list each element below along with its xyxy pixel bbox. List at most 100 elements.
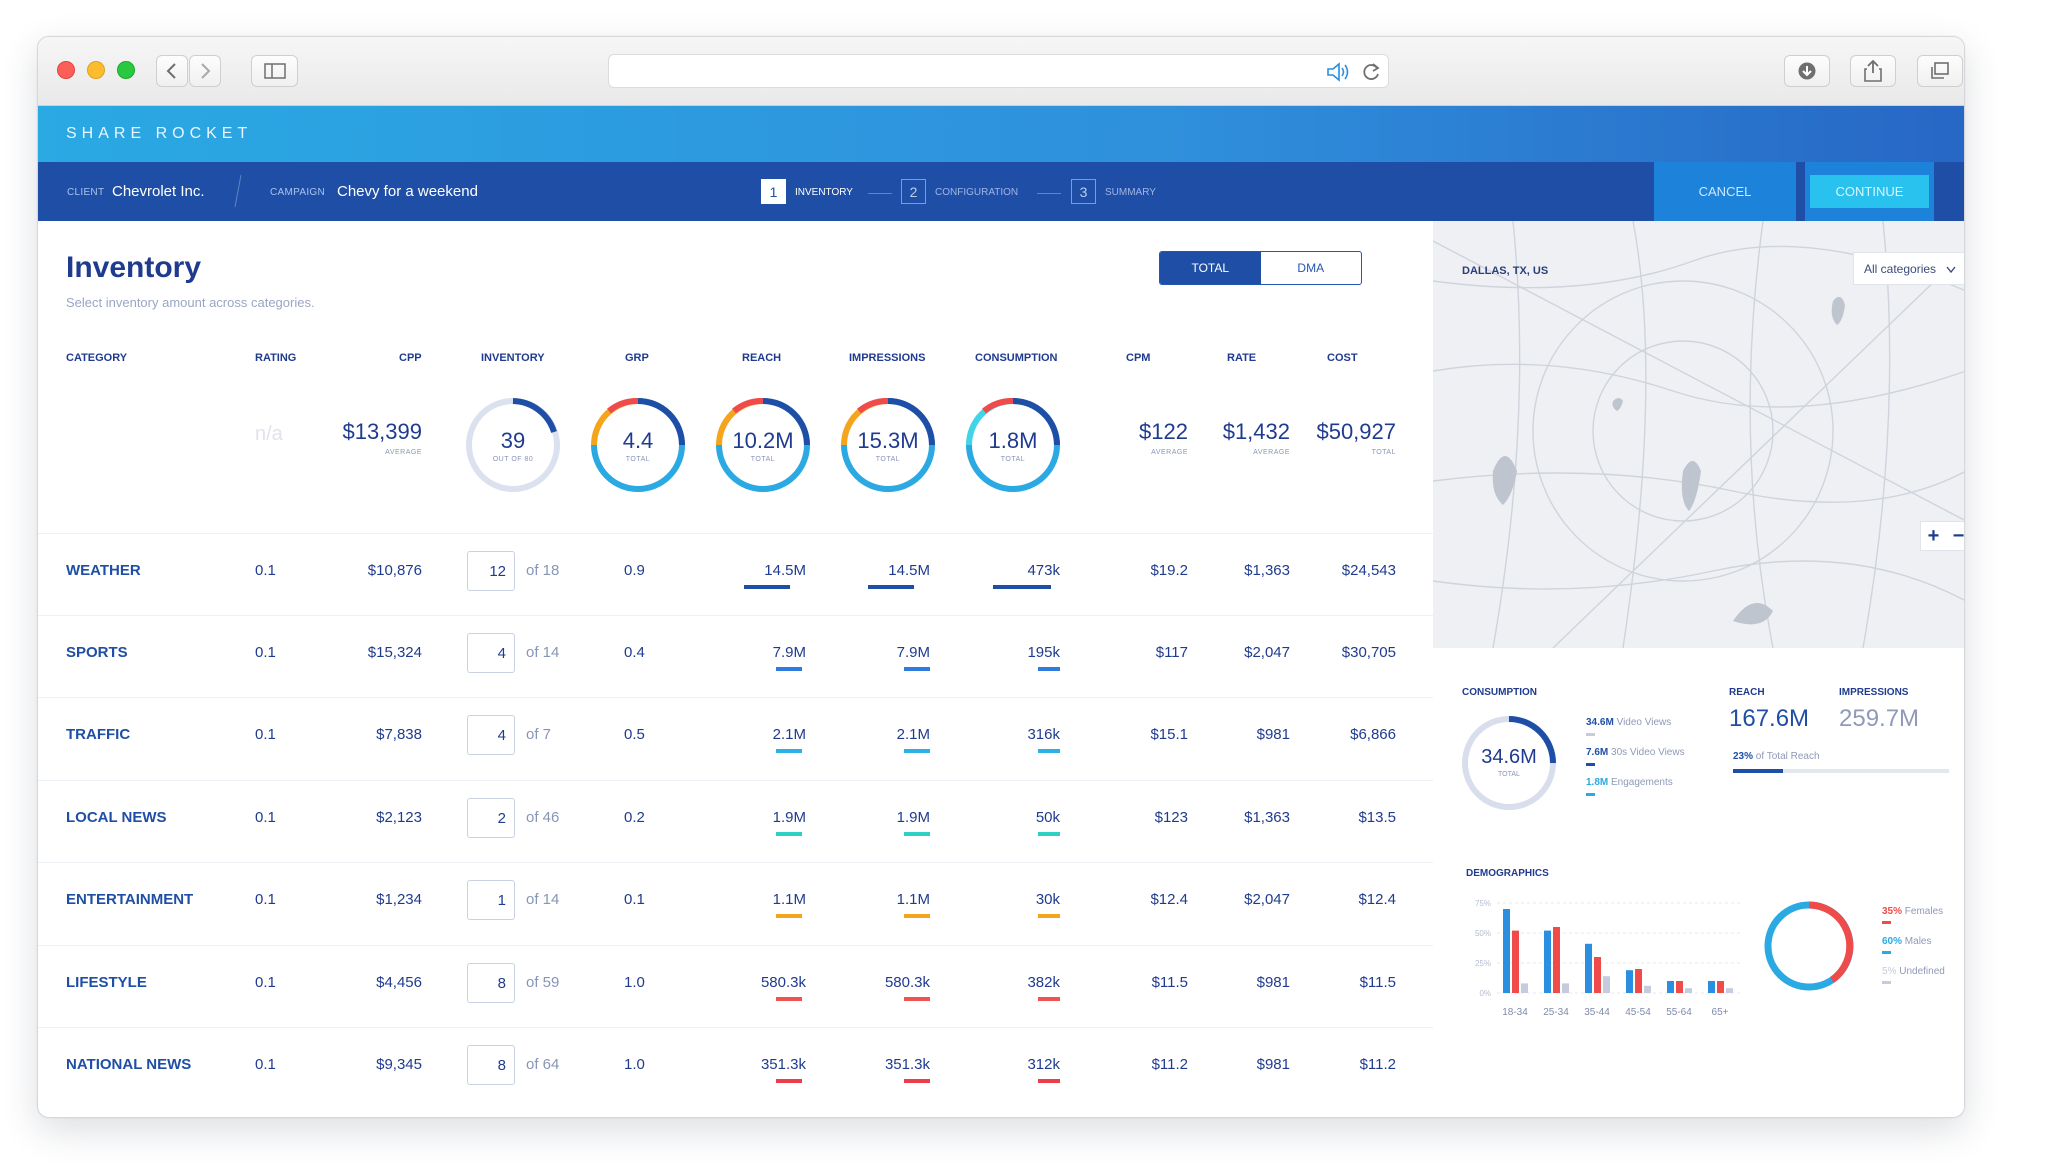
header-cpp[interactable]: CPP	[399, 352, 422, 364]
legend-engagements: 1.8M Engagements	[1586, 777, 1673, 788]
table-row[interactable]: WEATHER 0.1 $10,876 0.9 14.5M 14.5M 473k $19.2 $…	[38, 533, 1433, 609]
dallas-map[interactable]: DALLAS, TX, US All categories + −	[1433, 221, 1965, 648]
reach-share-note: 23% of Total Reach	[1733, 751, 1820, 762]
summary-consumption-label: TOTAL	[1000, 456, 1026, 463]
legend-swatch	[1586, 793, 1595, 796]
row-rating: 0.1	[255, 809, 276, 826]
header-impressions[interactable]: IMPRESSIONS	[849, 352, 926, 364]
row-category[interactable]: LOCAL NEWS	[66, 809, 167, 826]
header-consumption[interactable]: CONSUMPTION	[975, 352, 1058, 364]
header-grp[interactable]: GRP	[625, 352, 649, 364]
row-cost: $24,543	[1341, 562, 1396, 579]
row-impressions-bar	[868, 585, 914, 589]
step-3-number[interactable]: 3	[1071, 179, 1096, 204]
table-row[interactable]: ENTERTAINMENT 0.1 $1,234 0.1 1.1M 1.1M 30k $12.…	[38, 862, 1433, 938]
legend-30s-video-views: 7.6M 30s Video Views	[1586, 747, 1685, 758]
step-1-label[interactable]: INVENTORY	[795, 187, 853, 198]
header-cost[interactable]: COST	[1327, 352, 1358, 364]
step-1-number[interactable]: 1	[761, 179, 786, 204]
header-category[interactable]: CATEGORY	[66, 352, 128, 364]
chevron-left-icon	[166, 63, 176, 79]
inventory-quantity-input[interactable]: 4	[467, 715, 515, 755]
row-cpm: $117	[1155, 644, 1188, 661]
impressions-ring: 15.3M TOTAL	[839, 396, 937, 494]
header-reach[interactable]: REACH	[742, 352, 782, 364]
inventory-quantity-input[interactable]: 8	[467, 1045, 515, 1085]
row-category[interactable]: NATIONAL NEWS	[66, 1056, 192, 1073]
consumption-total-value: 34.6M	[1481, 746, 1537, 768]
inventory-available: of 64	[526, 1056, 560, 1073]
header-cpm[interactable]: CPM	[1126, 352, 1151, 364]
y-tick-label: 25%	[1475, 959, 1491, 968]
step-2-label[interactable]: CONFIGURATION	[935, 187, 1019, 198]
minimize-window-button[interactable]	[87, 61, 105, 79]
row-consumption-bar	[1038, 749, 1060, 753]
toggle-total[interactable]: TOTAL	[1160, 252, 1261, 284]
speaker-icon[interactable]	[1326, 61, 1352, 83]
row-category[interactable]: SPORTS	[66, 644, 128, 661]
row-category[interactable]: TRAFFIC	[66, 726, 131, 743]
table-row[interactable]: TRAFFIC 0.1 $7,838 0.5 2.1M 2.1M 316k $15.1 $981…	[38, 697, 1433, 773]
zoom-out-button[interactable]: −	[1952, 524, 1965, 547]
tabs-button[interactable]	[1917, 55, 1963, 87]
summary-grp-label: TOTAL	[625, 456, 651, 463]
client-label: CLIENT	[67, 187, 105, 198]
inventory-available: of 14	[526, 644, 560, 661]
row-impressions: 14.5M	[888, 562, 930, 579]
category-filter-value: All categories	[1864, 261, 1937, 276]
summary-cpp-label: AVERAGE	[385, 449, 422, 456]
reload-icon[interactable]	[1362, 61, 1382, 83]
inventory-quantity-input[interactable]: 4	[467, 633, 515, 673]
legend-video-views: 34.6M Video Views	[1586, 717, 1671, 728]
table-row[interactable]: LOCAL NEWS 0.1 $2,123 0.2 1.9M 1.9M 50k $123 $1,…	[38, 780, 1433, 856]
row-cost: $12.4	[1358, 891, 1396, 908]
row-category[interactable]: ENTERTAINMENT	[66, 891, 194, 908]
forward-button[interactable]	[189, 55, 221, 87]
row-rate: $981	[1256, 1056, 1290, 1073]
downloads-button[interactable]	[1784, 55, 1830, 87]
share-button[interactable]	[1850, 55, 1896, 87]
close-window-button[interactable]	[57, 61, 75, 79]
map-roads	[1433, 221, 1964, 648]
row-rate: $2,047	[1244, 891, 1290, 908]
row-grp: 0.9	[624, 562, 645, 579]
continue-button[interactable]: CONTINUE	[1805, 162, 1934, 221]
legend-males-text: Males	[1904, 936, 1932, 947]
impressions-stat-label: IMPRESSIONS	[1839, 687, 1909, 698]
legend-undefined-value: 5%	[1882, 966, 1897, 977]
header-rate[interactable]: RATE	[1227, 352, 1257, 364]
inventory-quantity-input[interactable]: 12	[467, 551, 515, 591]
category-filter-dropdown[interactable]: All categories	[1853, 252, 1964, 285]
cancel-button[interactable]: CANCEL	[1654, 162, 1796, 221]
row-impressions-bar	[904, 832, 930, 836]
sidebar-toggle-button[interactable]	[251, 55, 298, 87]
row-impressions-bar	[904, 749, 930, 753]
summary-cost-label: TOTAL	[1371, 449, 1396, 456]
legend-males-value: 60%	[1882, 936, 1903, 947]
summary-inventory: 39	[500, 428, 526, 453]
row-category[interactable]: WEATHER	[66, 562, 141, 579]
row-consumption: 312k	[1027, 1056, 1060, 1073]
inventory-quantity-input[interactable]: 1	[467, 880, 515, 920]
zoom-in-button[interactable]: +	[1927, 524, 1940, 547]
table-row[interactable]: SPORTS 0.1 $15,324 0.4 7.9M 7.9M 195k $117 $2,04…	[38, 615, 1433, 691]
inventory-panel: Inventory Select inventory amount across…	[38, 221, 1433, 1117]
address-bar[interactable]	[608, 54, 1389, 88]
zoom-window-button[interactable]	[117, 61, 135, 79]
back-button[interactable]	[156, 55, 188, 87]
x-tick-label: 35-44	[1584, 1007, 1610, 1018]
summary-reach-label: TOTAL	[750, 456, 776, 463]
step-3-label[interactable]: SUMMARY	[1105, 187, 1156, 198]
row-rating: 0.1	[255, 891, 276, 908]
header-rating[interactable]: RATING	[255, 352, 297, 364]
inventory-available: of 46	[526, 809, 560, 826]
header-inventory[interactable]: INVENTORY	[481, 352, 545, 364]
table-row[interactable]: LIFESTYLE 0.1 $4,456 1.0 580.3k 580.3k 382k $11…	[38, 945, 1433, 1021]
inventory-quantity-input[interactable]: 2	[467, 798, 515, 838]
inventory-quantity-input[interactable]: 8	[467, 963, 515, 1003]
row-category[interactable]: LIFESTYLE	[66, 974, 147, 991]
table-row[interactable]: NATIONAL NEWS 0.1 $9,345 1.0 351.3k 351.3k 312…	[38, 1027, 1433, 1103]
legend-swatch	[1586, 763, 1595, 766]
toggle-dma[interactable]: DMA	[1297, 261, 1325, 275]
step-2-number[interactable]: 2	[901, 179, 926, 204]
